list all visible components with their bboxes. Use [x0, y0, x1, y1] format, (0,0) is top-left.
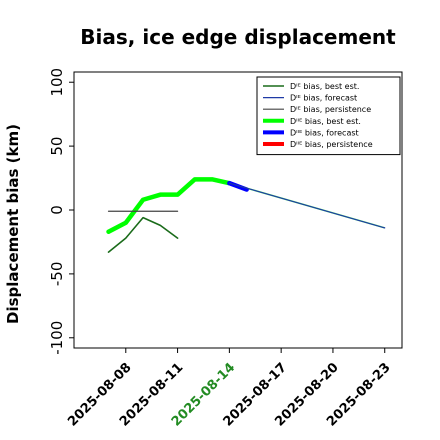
legend: Dᴵᴱ bias, best est. Dᴵᴱ bias, forecast Dᴵᴱ… [256, 76, 401, 156]
chart-title: Bias, ice edge displacement [80, 25, 396, 49]
y-axis-label: Displacement bias (km) [4, 124, 22, 324]
series-line-3 [106, 177, 232, 234]
legend-label: Dᴵᴵᴱ bias, persistence [290, 140, 373, 149]
y-tick-label: -100 [48, 321, 66, 355]
legend-label: Dᴵᴵᴱ bias, best est. [290, 117, 361, 126]
legend-box [256, 76, 401, 156]
legend-label: Dᴵᴱ bias, persistence [290, 105, 371, 114]
y-tick-label: -50 [48, 262, 66, 287]
plot-area [106, 177, 386, 253]
legend-label: Dᴵᴱ bias, forecast [290, 94, 357, 103]
legend-label: Dᴵᴵᴱ bias, forecast [290, 128, 359, 137]
series-line-0 [107, 216, 179, 253]
y-tick-label: 50 [48, 137, 66, 156]
y-tick-label: 100 [48, 68, 66, 97]
series-line-1 [228, 182, 386, 229]
legend-label: Dᴵᴱ bias, best est. [290, 82, 359, 91]
y-tick-label: 0 [48, 205, 66, 215]
